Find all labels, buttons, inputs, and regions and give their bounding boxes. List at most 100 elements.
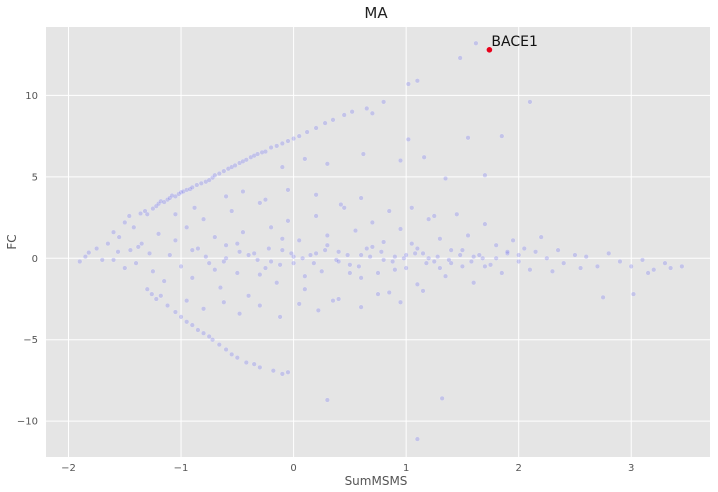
data-point	[94, 246, 100, 252]
data-point	[167, 252, 173, 258]
data-point	[135, 244, 141, 250]
data-point	[194, 182, 200, 188]
data-point	[184, 298, 190, 304]
data-point	[448, 247, 454, 253]
data-point	[516, 252, 522, 258]
data-point	[172, 237, 178, 243]
data-point	[322, 120, 328, 126]
data-point	[405, 136, 411, 142]
data-point	[189, 247, 195, 253]
data-point	[414, 281, 420, 287]
x-axis-label: SumMSMS	[345, 474, 408, 488]
x-tick-label: 1	[403, 463, 409, 474]
data-point	[594, 263, 600, 269]
data-point	[431, 213, 437, 219]
y-tick-label: 10	[25, 91, 38, 102]
data-point	[131, 224, 137, 230]
data-point	[364, 246, 370, 252]
data-point	[651, 267, 657, 273]
data-point	[302, 156, 308, 162]
data-point	[639, 257, 645, 263]
data-point	[302, 273, 308, 279]
data-point	[386, 289, 392, 295]
data-point	[319, 268, 325, 274]
data-point	[324, 161, 330, 167]
data-point	[381, 239, 387, 245]
data-point	[471, 254, 477, 260]
data-point	[414, 78, 420, 84]
data-point	[156, 231, 162, 237]
data-point	[504, 250, 510, 256]
data-point	[313, 213, 319, 219]
data-point	[285, 138, 291, 144]
data-point	[243, 360, 249, 366]
data-point	[341, 112, 347, 118]
data-point	[189, 275, 195, 281]
data-point	[476, 252, 482, 258]
data-point	[291, 254, 297, 260]
data-point	[201, 306, 207, 312]
data-point	[285, 187, 291, 193]
data-point	[192, 205, 198, 211]
data-point	[431, 259, 437, 265]
data-point	[161, 199, 167, 205]
data-point	[255, 151, 261, 157]
data-point	[279, 371, 285, 377]
data-point	[561, 260, 567, 266]
data-point	[583, 254, 589, 260]
data-point	[426, 216, 432, 222]
data-point	[414, 246, 420, 252]
data-point	[291, 136, 297, 142]
data-point	[270, 368, 276, 374]
data-point	[437, 236, 443, 242]
data-point	[201, 330, 207, 336]
data-point	[468, 259, 474, 265]
data-point	[149, 291, 155, 297]
data-points	[77, 40, 685, 442]
data-point	[364, 105, 370, 111]
data-point	[311, 260, 317, 266]
data-point	[161, 278, 167, 284]
data-point	[482, 172, 488, 178]
data-point	[240, 189, 246, 195]
data-point	[533, 249, 539, 255]
data-point	[313, 192, 319, 198]
data-point	[138, 210, 144, 216]
data-point	[232, 162, 238, 168]
data-point	[313, 125, 319, 131]
chart-title: MA	[364, 4, 388, 22]
data-point	[223, 193, 229, 199]
data-point	[336, 296, 342, 302]
data-point	[147, 250, 153, 256]
data-point	[369, 244, 375, 250]
data-point	[216, 171, 222, 177]
y-tick-label: −5	[23, 335, 38, 346]
data-point	[465, 135, 471, 141]
data-point	[111, 229, 117, 235]
data-point	[251, 250, 257, 256]
data-point	[330, 117, 336, 123]
data-point	[150, 268, 156, 274]
data-point	[375, 291, 381, 297]
data-point	[488, 262, 494, 268]
data-point	[139, 241, 145, 247]
data-point	[210, 337, 216, 343]
x-tick-label: −2	[61, 463, 76, 474]
data-point	[448, 260, 454, 266]
data-point	[443, 175, 449, 181]
data-point	[184, 224, 190, 230]
data-point	[223, 255, 229, 261]
data-point	[165, 303, 171, 309]
data-point	[268, 259, 274, 265]
data-point	[471, 280, 477, 286]
data-point	[324, 397, 330, 403]
data-point	[544, 255, 550, 261]
data-point	[277, 314, 283, 320]
data-point	[369, 219, 375, 225]
data-point	[307, 252, 313, 258]
data-point	[82, 254, 88, 260]
data-point	[493, 242, 499, 248]
